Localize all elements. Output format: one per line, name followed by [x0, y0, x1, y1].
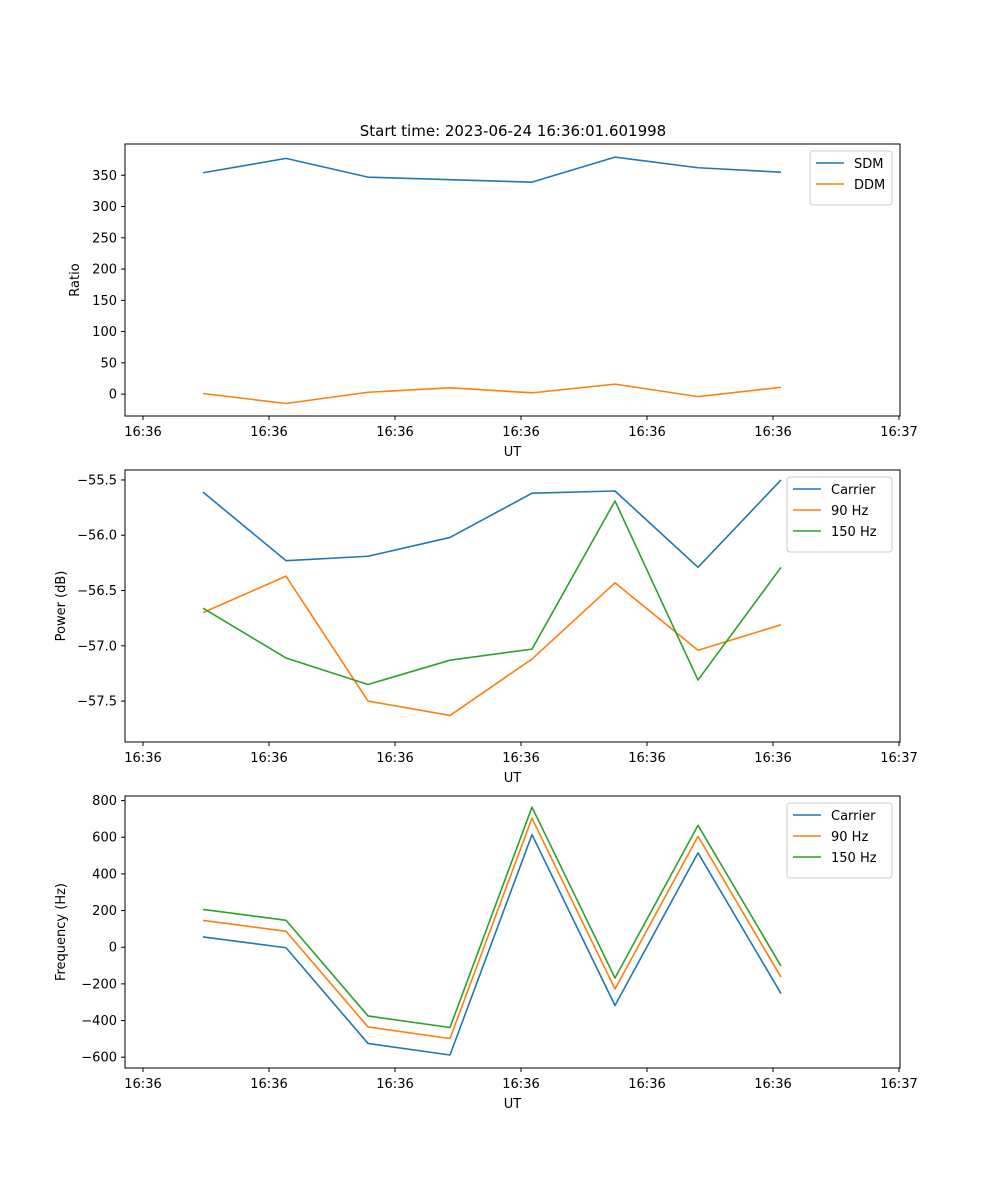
y-tick-label: 350: [92, 169, 117, 184]
x-axis-label: UT: [504, 771, 522, 786]
legend: SDM DDM: [809, 150, 893, 206]
axes-frame: [124, 795, 901, 1069]
subplot-1: 16:36 16:36 16:36 16:36 16:36 16:36 16:37 0 50 10…: [68, 143, 918, 460]
y-tick-label: −55.5: [77, 473, 117, 488]
y-tick-label: −56.5: [77, 584, 117, 599]
y-tick-label: 800: [92, 794, 117, 809]
legend-label: Carrier: [831, 809, 876, 824]
x-tick-label: 16:36: [376, 1077, 413, 1092]
x-tick-label: 16:36: [754, 751, 791, 766]
subplot-2: 16:36 16:36 16:36 16:36 16:36 16:36 16:37 −57.5…: [54, 469, 918, 786]
x-tick-label: 16:36: [124, 425, 161, 440]
x-tick-label: 16:36: [628, 751, 665, 766]
x-tick-label: 16:36: [250, 425, 287, 440]
legend-label: 90 Hz: [831, 830, 868, 845]
y-tick-label: 200: [92, 904, 117, 919]
y-tick-label: −57.0: [77, 639, 117, 654]
y-tick-label: 200: [92, 263, 117, 278]
axes-frame: [124, 469, 901, 743]
series-line-carrier: [202, 833, 782, 1056]
legend-label: 150 Hz: [831, 851, 877, 866]
y-tick-label: 300: [92, 200, 117, 215]
subplots: 16:36 16:36 16:36 16:36 16:36 16:36 16:37 0 50 10…: [54, 143, 918, 1112]
subplot-3: 16:36 16:36 16:36 16:36 16:36 16:36 16:37 −600 −…: [54, 794, 918, 1112]
x-tick-label: 16:36: [502, 751, 539, 766]
x-tick-label: 16:37: [880, 751, 917, 766]
series-line-carrier: [202, 479, 782, 569]
y-tick-label: 250: [92, 231, 117, 246]
series-line-sdm: [202, 156, 782, 183]
legend-box: [809, 150, 893, 206]
series-line-90-hz: [202, 817, 782, 1040]
legend: Carrier 90 Hz 150 Hz: [786, 476, 893, 553]
y-tick-label: 400: [92, 867, 117, 882]
y-axis-label: Power (dB): [54, 571, 69, 642]
figure-title: Start time: 2023-06-24 16:36:01.601998: [360, 122, 666, 140]
x-axis-label: UT: [504, 445, 522, 460]
axes-frame: [124, 143, 901, 417]
x-axis-label: UT: [504, 1097, 522, 1112]
legend-label: 90 Hz: [831, 504, 868, 519]
y-tick-label: 600: [92, 831, 117, 846]
legend-label: Carrier: [831, 483, 876, 498]
x-tick-label: 16:36: [376, 751, 413, 766]
series-line-ddm: [202, 383, 782, 405]
x-tick-label: 16:36: [124, 1077, 161, 1092]
legend-box: [786, 802, 893, 879]
y-tick-label: −600: [81, 1051, 117, 1066]
x-tick-label: 16:36: [628, 1077, 665, 1092]
y-axis-label: Frequency (Hz): [54, 883, 69, 981]
series-line-150-hz: [202, 500, 782, 686]
y-tick-label: −57.5: [77, 695, 117, 710]
y-tick-label: 100: [92, 325, 117, 340]
y-tick-label: −56.0: [77, 529, 117, 544]
x-tick-label: 16:36: [250, 1077, 287, 1092]
series-line-150-hz: [202, 806, 782, 1029]
legend: Carrier 90 Hz 150 Hz: [786, 802, 893, 879]
y-axis-label: Ratio: [68, 263, 83, 296]
y-tick-label: −400: [81, 1014, 117, 1029]
x-tick-label: 16:36: [502, 425, 539, 440]
legend-label: SDM: [854, 157, 883, 172]
x-tick-label: 16:36: [250, 751, 287, 766]
legend-box: [786, 476, 893, 553]
legend-label: DDM: [854, 178, 885, 193]
x-tick-label: 16:36: [754, 425, 791, 440]
x-tick-label: 16:37: [880, 425, 917, 440]
legend-label: 150 Hz: [831, 525, 877, 540]
x-tick-label: 16:37: [880, 1077, 917, 1092]
x-tick-label: 16:36: [502, 1077, 539, 1092]
y-tick-label: 150: [92, 294, 117, 309]
y-tick-label: −200: [81, 977, 117, 992]
series-line-90-hz: [202, 575, 782, 717]
x-tick-label: 16:36: [628, 425, 665, 440]
y-tick-label: 50: [100, 356, 117, 371]
y-tick-label: 0: [109, 388, 117, 403]
x-tick-label: 16:36: [124, 751, 161, 766]
y-tick-label: 0: [109, 941, 117, 956]
x-tick-label: 16:36: [376, 425, 413, 440]
x-tick-label: 16:36: [754, 1077, 791, 1092]
